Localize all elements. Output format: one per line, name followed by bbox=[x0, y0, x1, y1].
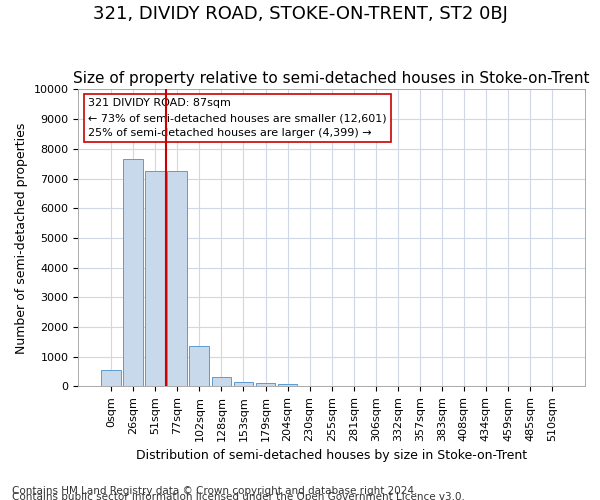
Text: 321, DIVIDY ROAD, STOKE-ON-TRENT, ST2 0BJ: 321, DIVIDY ROAD, STOKE-ON-TRENT, ST2 0B… bbox=[92, 5, 508, 23]
Bar bbox=[278, 384, 298, 386]
Bar bbox=[212, 377, 232, 386]
Bar bbox=[101, 370, 121, 386]
Y-axis label: Number of semi-detached properties: Number of semi-detached properties bbox=[15, 122, 28, 354]
Bar bbox=[233, 382, 253, 386]
X-axis label: Distribution of semi-detached houses by size in Stoke-on-Trent: Distribution of semi-detached houses by … bbox=[136, 450, 527, 462]
Bar bbox=[167, 171, 187, 386]
Bar bbox=[124, 159, 143, 386]
Text: Contains HM Land Registry data © Crown copyright and database right 2024.: Contains HM Land Registry data © Crown c… bbox=[12, 486, 418, 496]
Title: Size of property relative to semi-detached houses in Stoke-on-Trent: Size of property relative to semi-detach… bbox=[73, 70, 590, 86]
Bar bbox=[145, 171, 165, 386]
Text: Contains public sector information licensed under the Open Government Licence v3: Contains public sector information licen… bbox=[12, 492, 465, 500]
Bar bbox=[190, 346, 209, 387]
Text: 321 DIVIDY ROAD: 87sqm
← 73% of semi-detached houses are smaller (12,601)
25% of: 321 DIVIDY ROAD: 87sqm ← 73% of semi-det… bbox=[88, 98, 387, 138]
Bar bbox=[256, 382, 275, 386]
